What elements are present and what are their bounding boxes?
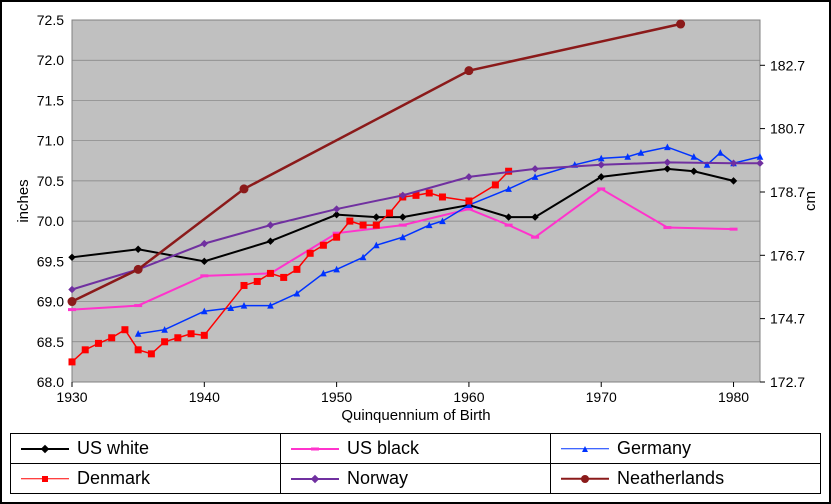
- x-tick: 1950: [321, 389, 352, 405]
- y-left-tick: 68.5: [37, 334, 64, 350]
- x-tick: 1940: [189, 389, 220, 405]
- y-left-tick: 71.5: [37, 92, 64, 108]
- y-right-tick: 176.7: [770, 247, 805, 263]
- legend-label: Neatherlands: [617, 468, 724, 489]
- legend-cell: Denmark: [11, 464, 281, 494]
- y-left-tick: 72.0: [37, 52, 64, 68]
- legend-label: Norway: [347, 468, 408, 489]
- legend-cell: US white: [11, 434, 281, 464]
- chart-area: 68.0 68.5 69.0 69.5 70.0 70.5 71.0 71.5 72.0 72.5…: [10, 10, 821, 435]
- legend-cell: Germany: [551, 434, 821, 464]
- legend-table: US white US black Germany Denmark Norway Neat…: [10, 433, 821, 494]
- legend-cell: US black: [281, 434, 551, 464]
- legend-box: US white US black Germany Denmark Norway Neat…: [10, 433, 821, 494]
- y-right-label: cm: [802, 191, 819, 211]
- y-right-tick: 174.7: [770, 311, 805, 327]
- x-tick: 1960: [453, 389, 484, 405]
- legend-label: Germany: [617, 438, 691, 459]
- legend-label: Denmark: [77, 468, 150, 489]
- y-right-tick: 180.7: [770, 121, 805, 137]
- y-left-tick: 70.0: [37, 213, 64, 229]
- chart-svg: 68.0 68.5 69.0 69.5 70.0 70.5 71.0 71.5 72.0 72.5…: [10, 10, 825, 430]
- legend-label: US white: [77, 438, 149, 459]
- y-left-tick: 69.0: [37, 294, 64, 310]
- y-left-tick: 72.5: [37, 12, 64, 28]
- x-tick: 1970: [586, 389, 617, 405]
- x-tick: 1980: [718, 389, 749, 405]
- legend-label: US black: [347, 438, 419, 459]
- y-left-tick: 68.0: [37, 374, 64, 390]
- x-axis-label: Quinquennium of Birth: [341, 407, 490, 424]
- y-right-tick: 178.7: [770, 184, 805, 200]
- figure-frame: 68.0 68.5 69.0 69.5 70.0 70.5 71.0 71.5 72.0 72.5…: [0, 0, 831, 504]
- y-left-tick: 70.5: [37, 173, 64, 189]
- legend-cell: Neatherlands: [551, 464, 821, 494]
- y-left-tick: 71.0: [37, 133, 64, 149]
- y-right-tick: 172.7: [770, 374, 805, 390]
- y-left-label: inches: [15, 179, 32, 222]
- y-right-tick: 182.7: [770, 57, 805, 73]
- x-tick: 1930: [56, 389, 87, 405]
- y-left-tick: 69.5: [37, 253, 64, 269]
- legend-cell: Norway: [281, 464, 551, 494]
